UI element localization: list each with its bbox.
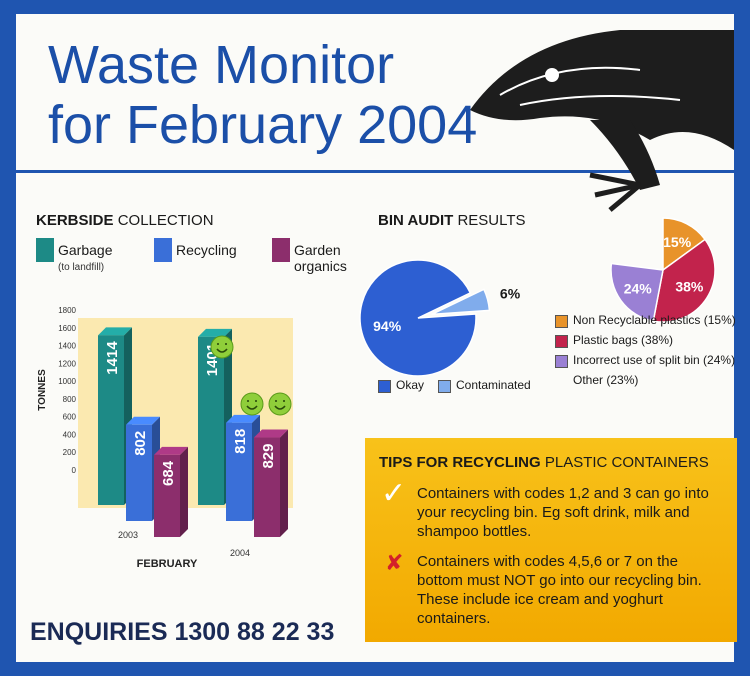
x-tick-label: 2003 xyxy=(118,530,138,540)
legend-swatch xyxy=(555,355,568,368)
tip: Containers with codes 4,5,6 or 7 on the … xyxy=(417,552,722,628)
chart-title-rest: RESULTS xyxy=(457,212,525,229)
bar-side xyxy=(280,430,288,537)
bar-value-label: 684 xyxy=(160,460,177,486)
legend-label: Incorrect use of split bin (24%) xyxy=(573,353,735,367)
y-tick-label: 1600 xyxy=(58,324,76,333)
smiley xyxy=(241,393,263,415)
bar-side xyxy=(180,447,188,537)
legend-label: Contaminated xyxy=(456,378,531,392)
cross-icon: ✘ xyxy=(385,550,403,576)
y-tick-label: 0 xyxy=(72,466,77,475)
y-tick-label: 1400 xyxy=(58,342,76,351)
pie-value-label: 15% xyxy=(663,234,692,250)
pie-value-label: 94% xyxy=(373,318,402,334)
y-tick-label: 800 xyxy=(63,395,77,404)
pie-slice xyxy=(611,218,663,270)
bar-value-label: 829 xyxy=(260,444,277,469)
bar-value-label: 802 xyxy=(132,431,149,456)
legend-label: Garbage xyxy=(58,242,138,258)
tips-title-rest: PLASTIC CONTAINERS xyxy=(545,454,709,471)
tip: Containers with codes 1,2 and 3 can go i… xyxy=(417,484,722,541)
legend-label: Plastic bags (38%) xyxy=(573,333,673,347)
chart-title: KERBSIDE COLLECTION xyxy=(36,212,214,229)
legend-swatch xyxy=(555,335,568,348)
y-tick-label: 400 xyxy=(63,430,77,439)
chart-title-bold: BIN AUDIT xyxy=(378,212,453,229)
legend-swatch xyxy=(272,238,290,262)
legend-swatch xyxy=(438,380,451,393)
enquiries: ENQUIRIES 1300 88 22 33 xyxy=(30,618,334,647)
lizard-illustration xyxy=(470,30,734,210)
chart-title: BIN AUDIT RESULTS xyxy=(378,212,526,229)
pie-value-label: 6% xyxy=(500,286,521,302)
bar-value-label: 818 xyxy=(232,429,249,454)
legend-label: Garden organics xyxy=(294,242,374,274)
legend-swatch xyxy=(555,315,568,328)
legend-swatch xyxy=(154,238,172,262)
bar-value-label: 1414 xyxy=(104,341,121,375)
tips-box: TIPS FOR RECYCLING PLASTIC CONTAINERS ✓ … xyxy=(365,438,737,642)
legend-note: (to landfill) xyxy=(58,262,104,273)
smiley xyxy=(211,336,233,358)
title: Waste Monitor xyxy=(48,36,394,94)
divider xyxy=(16,170,734,173)
smiley xyxy=(269,393,291,415)
title: for February 2004 xyxy=(48,96,477,154)
y-tick-label: 200 xyxy=(63,448,77,457)
pie-value-label: 24% xyxy=(624,280,653,296)
legend-label: Non Recyclable plastics (15%) xyxy=(573,313,736,327)
legend-label: Recycling xyxy=(176,242,256,258)
legend-swatch xyxy=(378,380,391,393)
page: 0 200 400 600 800 1000 1200 1400 1600 1800 TONNES F… xyxy=(0,0,750,676)
pie-value-label: 38% xyxy=(675,279,704,295)
y-tick-label: 1000 xyxy=(58,377,76,386)
chart-title-bold: KERBSIDE xyxy=(36,212,114,229)
chart-title-rest: COLLECTION xyxy=(118,212,214,229)
tips-title: TIPS FOR RECYCLING PLASTIC CONTAINERS xyxy=(379,454,709,471)
legend-swatch xyxy=(36,238,54,262)
x-axis-label: FEBRUARY xyxy=(137,558,198,570)
y-tick-label: 600 xyxy=(63,413,77,422)
check-icon: ✓ xyxy=(381,476,406,511)
y-tick-label: 1800 xyxy=(58,306,76,315)
y-tick-label: 1200 xyxy=(58,359,76,368)
tips-title-bold: TIPS FOR RECYCLING xyxy=(379,454,541,471)
y-axis-label: TONNES xyxy=(37,369,48,411)
legend-label: Okay xyxy=(396,378,424,392)
x-tick-label: 2004 xyxy=(230,548,250,558)
legend-label: Other (23%) xyxy=(573,373,638,387)
